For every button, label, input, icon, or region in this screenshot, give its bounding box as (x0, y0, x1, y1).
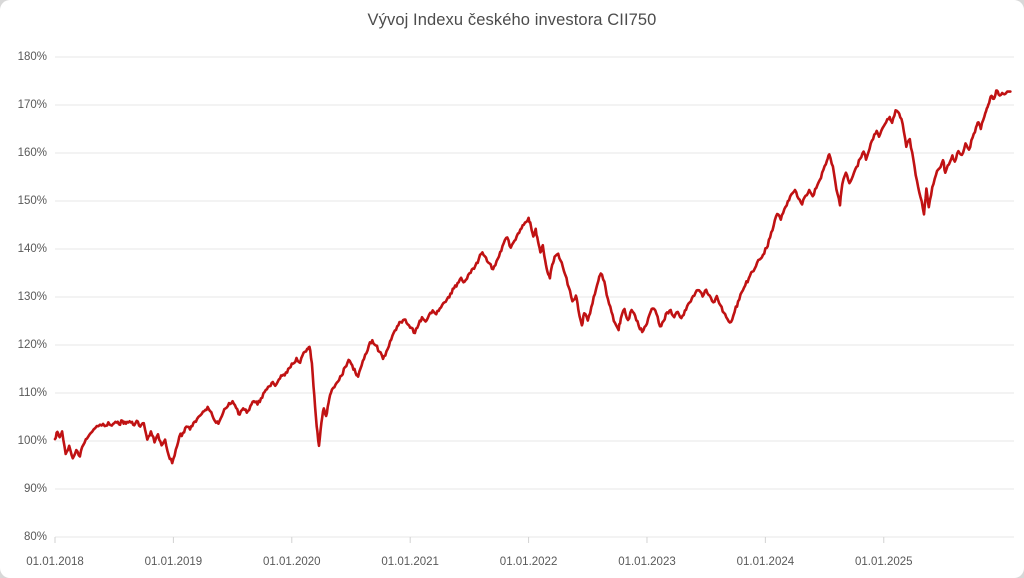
x-axis-tick-label: 01.01.2018 (26, 556, 84, 568)
x-axis-tick-label: 01.01.2019 (145, 556, 203, 568)
x-axis-tick-label: 01.01.2021 (381, 556, 439, 568)
y-axis-tick-label: 160% (18, 147, 47, 159)
y-axis-tick-label: 130% (18, 291, 47, 303)
y-axis-tick-label: 140% (18, 243, 47, 255)
y-axis-tick-label: 180% (18, 51, 47, 63)
x-axis-tick-label: 01.01.2022 (500, 556, 558, 568)
y-axis-tick-label: 120% (18, 339, 47, 351)
index-series-line (53, 89, 1012, 465)
x-axis-tick-label: 01.01.2024 (737, 556, 795, 568)
x-axis-tick-label: 01.01.2025 (855, 556, 913, 568)
chart-title: Vývoj Indexu českého investora CII750 (367, 11, 657, 29)
x-axis-tick-label: 01.01.2023 (618, 556, 676, 568)
x-axis-tick-label: 01.01.2020 (263, 556, 321, 568)
y-axis-tick-label: 90% (24, 483, 47, 495)
y-axis-tick-label: 170% (18, 99, 47, 111)
y-axis-tick-label: 100% (18, 435, 47, 447)
y-axis-tick-label: 80% (24, 531, 47, 543)
y-axis-tick-label: 150% (18, 195, 47, 207)
y-axis-tick-label: 110% (18, 387, 47, 399)
